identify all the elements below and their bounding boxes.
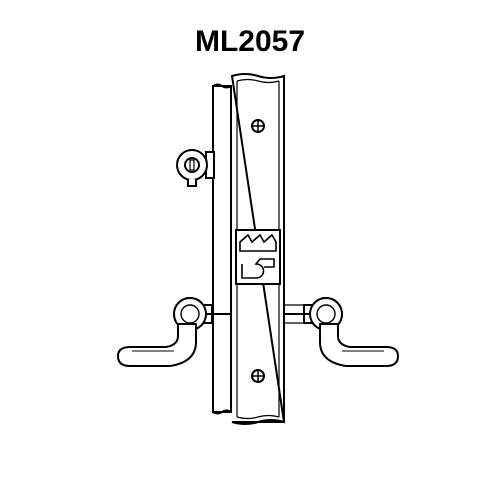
diagram-container: ML2057 — [0, 0, 500, 500]
deadlatch — [240, 235, 276, 251]
backplate — [213, 86, 231, 412]
lever-left — [118, 298, 212, 366]
lever-right — [304, 298, 398, 366]
lock-line-drawing — [0, 0, 500, 500]
